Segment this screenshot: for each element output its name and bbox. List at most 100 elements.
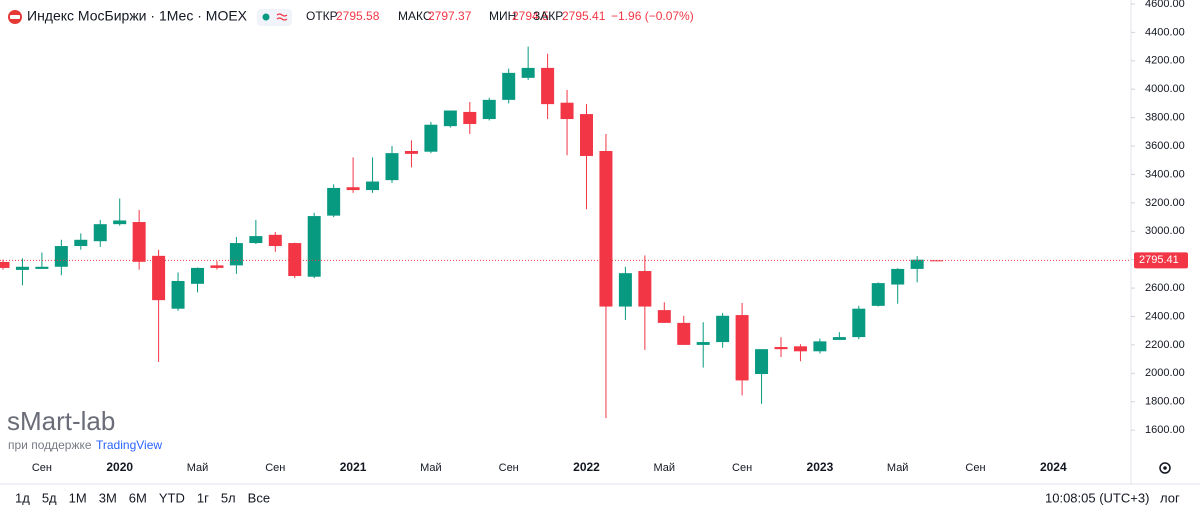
candle-body bbox=[268, 234, 282, 247]
candle-body bbox=[443, 110, 457, 127]
y-tick-label: 2600.00 bbox=[1145, 282, 1185, 294]
candle-body bbox=[424, 124, 438, 152]
candle-body bbox=[774, 347, 788, 350]
candle-body bbox=[346, 187, 360, 191]
range-button[interactable]: 1д bbox=[15, 490, 30, 505]
watermark-brand: sMart-lab bbox=[7, 406, 115, 436]
y-tick-label: 1800.00 bbox=[1145, 396, 1185, 408]
y-tick-label: 1600.00 bbox=[1145, 424, 1185, 436]
y-tick-label: 3000.00 bbox=[1145, 225, 1185, 237]
last-price-label: 2795.41 bbox=[1139, 254, 1179, 266]
candle-body bbox=[871, 283, 885, 306]
x-tick-label: Май bbox=[187, 462, 209, 474]
range-button[interactable]: 3М bbox=[99, 490, 117, 505]
candle-body bbox=[54, 246, 68, 267]
candle-body bbox=[910, 259, 924, 269]
status-badge[interactable] bbox=[257, 9, 292, 26]
y-tick-label: 3800.00 bbox=[1145, 112, 1185, 124]
candle-body bbox=[696, 342, 710, 345]
candle-body bbox=[463, 111, 477, 125]
y-tick-label: 4000.00 bbox=[1145, 83, 1185, 95]
legend-high-value: 2797.37 bbox=[428, 9, 472, 23]
candle-body bbox=[716, 315, 730, 343]
y-tick-label: 4200.00 bbox=[1145, 55, 1185, 67]
candle-body bbox=[677, 322, 691, 345]
candle-body bbox=[793, 346, 807, 352]
candle-body bbox=[618, 273, 632, 307]
candle-body bbox=[385, 153, 399, 181]
legend-high-label: МАКС bbox=[398, 9, 432, 23]
candle-body bbox=[191, 267, 204, 284]
legend-open-value: 2795.58 bbox=[336, 9, 380, 23]
x-tick-label: Сен bbox=[32, 462, 52, 474]
x-tick-label: 2024 bbox=[1040, 460, 1067, 474]
candle-body bbox=[249, 236, 263, 244]
candle-body bbox=[0, 261, 10, 268]
candle-body bbox=[541, 67, 555, 105]
watermark-partner: TradingView bbox=[96, 438, 162, 452]
candle-body bbox=[832, 337, 846, 340]
candle-body bbox=[366, 181, 380, 191]
candle-body bbox=[210, 265, 224, 268]
status-wave bbox=[276, 13, 288, 21]
candle-body bbox=[580, 114, 593, 156]
y-tick-label: 3400.00 bbox=[1145, 168, 1185, 180]
x-tick-label: 2020 bbox=[106, 460, 133, 474]
legend-change: −1.96 (−0.07%) bbox=[611, 9, 694, 23]
candle-body bbox=[113, 220, 127, 225]
chart-title: Индекс МосБиржи · 1Мес · MOEX bbox=[27, 8, 248, 24]
y-tick-label: 4600.00 bbox=[1145, 0, 1185, 10]
symbol-icon-mark bbox=[10, 15, 20, 19]
candle-body bbox=[15, 266, 29, 270]
y-tick-label: 2200.00 bbox=[1145, 339, 1185, 351]
x-tick-label: Май bbox=[887, 462, 909, 474]
y-tick-label: 4400.00 bbox=[1145, 26, 1185, 38]
status-dot bbox=[262, 13, 270, 21]
log-toggle[interactable]: лог bbox=[1160, 490, 1180, 505]
candle-body bbox=[852, 308, 866, 338]
candle-body bbox=[482, 99, 496, 120]
x-tick-label: Май bbox=[654, 462, 676, 474]
candle-body bbox=[755, 349, 769, 375]
x-tick-label: 2023 bbox=[807, 460, 834, 474]
candle-body bbox=[735, 315, 749, 381]
candle-body bbox=[657, 310, 671, 323]
candle-body bbox=[521, 67, 535, 78]
range-button[interactable]: 1М bbox=[69, 490, 87, 505]
candle-body bbox=[74, 239, 88, 247]
range-button[interactable]: Все bbox=[248, 490, 270, 505]
candle-body bbox=[35, 266, 49, 269]
clock: 10:08:05 (UTC+3) bbox=[1045, 490, 1149, 505]
candle-body bbox=[152, 255, 166, 301]
range-button[interactable]: 1г bbox=[197, 490, 209, 505]
y-tick-label: 2000.00 bbox=[1145, 367, 1185, 379]
range-button[interactable]: 6М bbox=[129, 490, 147, 505]
candle-body bbox=[404, 151, 418, 154]
x-tick-label: Сен bbox=[732, 462, 752, 474]
candle-body bbox=[307, 216, 321, 277]
legend-low-label: МИН bbox=[489, 9, 516, 23]
x-tick-label: 2022 bbox=[573, 460, 600, 474]
range-button[interactable]: 5л bbox=[221, 490, 236, 505]
range-button[interactable]: 5д bbox=[42, 490, 57, 505]
y-tick-label: 3200.00 bbox=[1145, 197, 1185, 209]
x-tick-label: Сен bbox=[265, 462, 285, 474]
candle-body bbox=[891, 268, 905, 285]
candle-body bbox=[171, 280, 185, 309]
legend-low-value: 2794.5 bbox=[512, 9, 549, 23]
y-tick-label: 3600.00 bbox=[1145, 140, 1185, 152]
candle-body bbox=[813, 341, 827, 352]
x-tick-label: Сен bbox=[965, 462, 985, 474]
settings-icon[interactable] bbox=[1159, 462, 1171, 474]
candle-body bbox=[229, 243, 243, 266]
candle-body bbox=[327, 187, 341, 216]
candle-body bbox=[132, 222, 146, 262]
range-button[interactable]: YTD bbox=[159, 490, 185, 505]
candle-body bbox=[502, 72, 516, 100]
candle-body bbox=[599, 151, 613, 307]
legend-open-label: ОТКР bbox=[306, 9, 338, 23]
last-price-box bbox=[1134, 252, 1188, 269]
candle-body bbox=[93, 224, 107, 242]
legend-close-value: 2795.41 bbox=[562, 9, 606, 23]
